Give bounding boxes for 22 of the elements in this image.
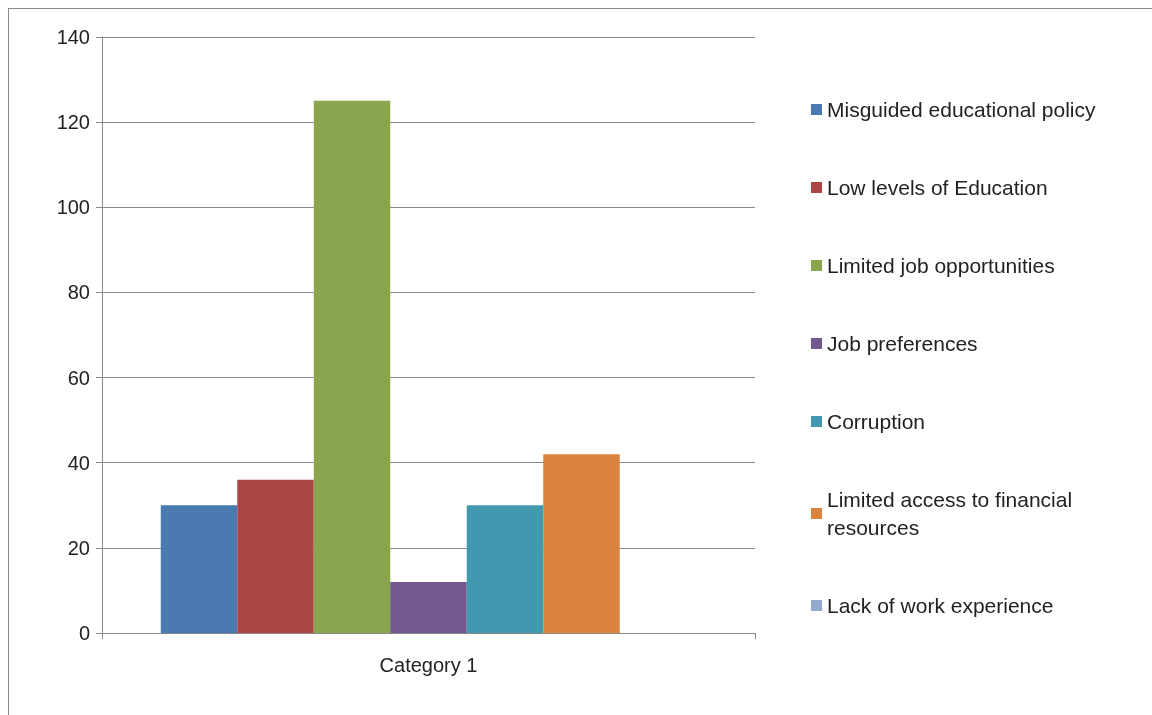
bar xyxy=(160,505,238,633)
legend-label: Job preferences xyxy=(827,332,978,355)
bar xyxy=(390,581,467,633)
y-tick-label: 60 xyxy=(67,366,90,389)
legend-label: Low levels of Education xyxy=(827,176,1048,199)
bar xyxy=(237,479,314,633)
y-tick-label: 40 xyxy=(67,451,90,474)
y-tick-label: 0 xyxy=(78,622,90,644)
y-tick-label: 120 xyxy=(56,111,90,134)
y-tick-label: 100 xyxy=(56,196,90,219)
legend-label: Limited job opportunities xyxy=(827,254,1055,277)
bar xyxy=(543,454,620,633)
legend-label: Misguided educational policy xyxy=(827,98,1096,121)
y-tick-label: 140 xyxy=(56,26,90,48)
y-tick-label: 80 xyxy=(67,281,90,304)
legend-label: Lack of work experience xyxy=(827,594,1054,617)
legend-label: Limited access to financial resources xyxy=(827,488,1078,539)
bar xyxy=(466,505,544,633)
x-tick-label: Category 1 xyxy=(379,654,478,676)
bar xyxy=(313,100,391,633)
legend-label: Corruption xyxy=(827,410,926,433)
y-tick-label: 20 xyxy=(67,536,90,559)
